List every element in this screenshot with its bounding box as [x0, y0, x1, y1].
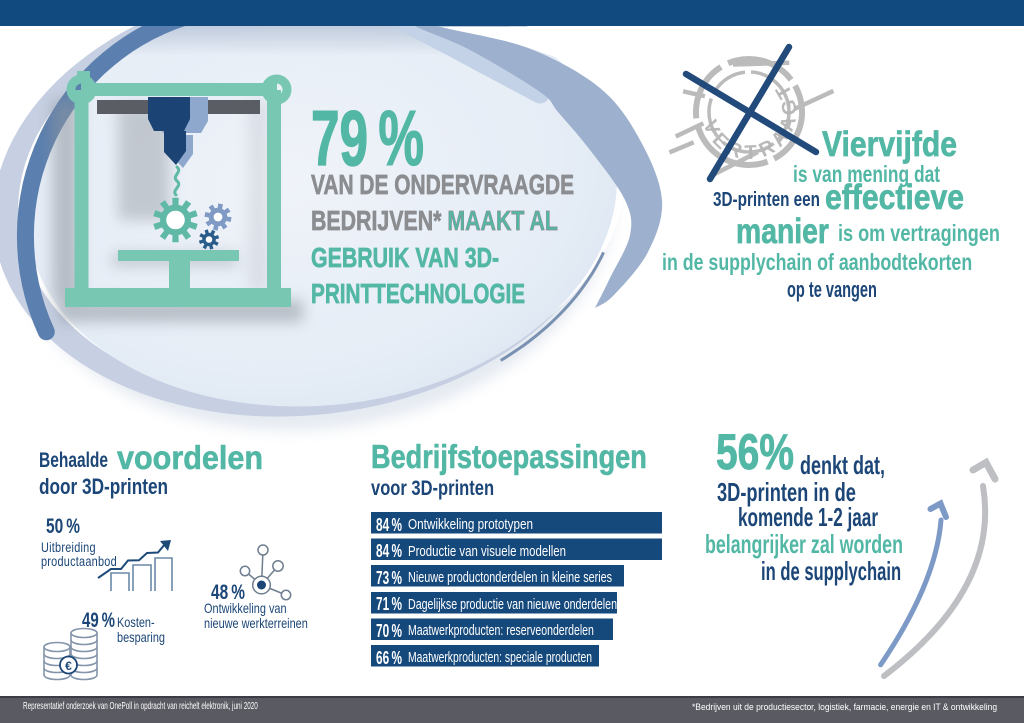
svg-text:T: T	[744, 142, 757, 165]
svg-text:G: G	[778, 98, 802, 116]
svg-text:€: €	[65, 659, 72, 673]
